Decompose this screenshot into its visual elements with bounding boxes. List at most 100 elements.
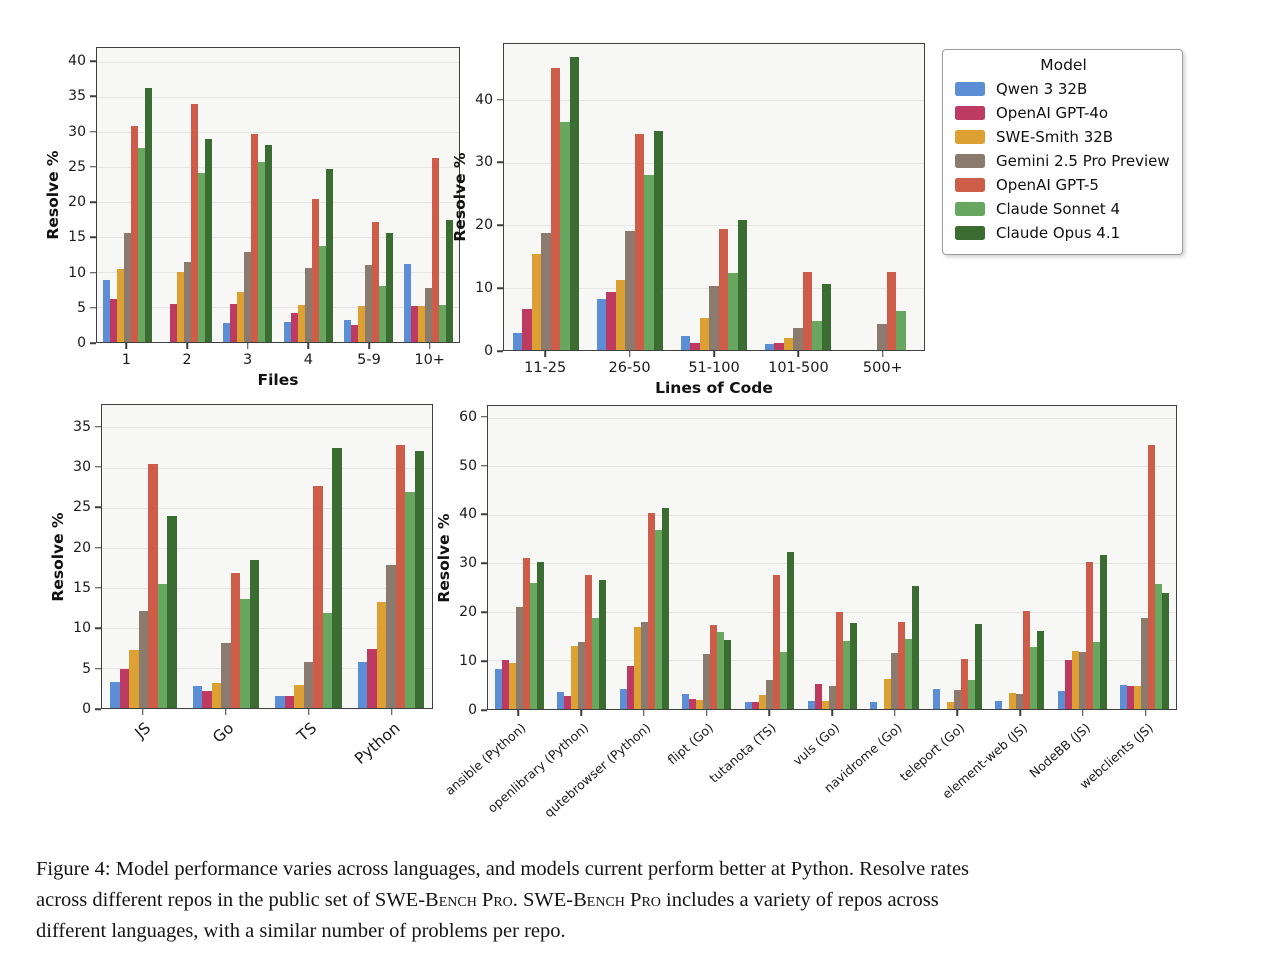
bar (332, 448, 342, 708)
bar (1155, 583, 1163, 709)
bar (578, 642, 586, 709)
legend-swatch (955, 202, 985, 216)
gridline (102, 427, 432, 429)
bar (290, 313, 298, 342)
bar (405, 492, 415, 708)
bar-group (218, 48, 278, 342)
bar (995, 701, 1003, 709)
bar (615, 280, 626, 350)
bar (137, 148, 145, 342)
bar (625, 231, 635, 350)
bar (439, 304, 447, 342)
y-tick-mark (497, 98, 503, 101)
bar (571, 645, 579, 709)
bar-group (350, 405, 433, 708)
bar (529, 582, 537, 709)
caption-segment: different languages, with a similar numb… (36, 920, 566, 942)
bar (244, 251, 252, 342)
caption-segment: . (512, 889, 524, 911)
x-tick-mark (882, 351, 884, 357)
y-tick-label: 50 (459, 457, 477, 474)
bar (905, 639, 913, 709)
bar (626, 666, 634, 709)
bar-group (399, 48, 459, 342)
bar (325, 169, 333, 342)
bar (411, 305, 419, 342)
gridline (488, 660, 1176, 662)
y-tick-label: 10 (475, 280, 493, 297)
y-tick-label: 30 (475, 154, 493, 171)
bar-group (738, 406, 801, 709)
bar (633, 627, 641, 709)
bar (680, 335, 691, 350)
bar (322, 613, 332, 708)
bar (157, 583, 167, 708)
x-tick-label-text: Python (350, 719, 404, 768)
bar-group (1113, 406, 1176, 709)
bar (786, 551, 794, 709)
y-tick-label: 30 (73, 458, 91, 475)
bar-group (756, 44, 840, 350)
bar (350, 325, 358, 342)
bar (541, 232, 551, 350)
y-tick-mark (481, 709, 487, 711)
bar (550, 67, 561, 350)
bar (744, 702, 752, 709)
gridline (102, 587, 432, 589)
bar (703, 654, 711, 709)
bar (183, 261, 191, 342)
bar (230, 303, 238, 342)
bar (967, 679, 975, 709)
bar (728, 272, 738, 350)
gridline (504, 162, 924, 164)
x-tick-label-text: flipt (Go) (664, 720, 717, 768)
bar (494, 669, 502, 709)
bar (294, 684, 304, 708)
bar (386, 564, 396, 708)
bar (661, 507, 669, 709)
bar (758, 694, 766, 709)
x-tick-mark (956, 710, 959, 716)
legend-label: OpenAI GPT-5 (996, 176, 1099, 194)
bar (1071, 650, 1079, 709)
y-tick-mark (90, 60, 96, 62)
bar (557, 692, 565, 709)
bar (371, 222, 379, 342)
caption-segment: SWE-Bench Pro (523, 889, 661, 911)
bar (297, 304, 305, 342)
bar-group (185, 405, 268, 708)
bar-groups (102, 405, 432, 708)
gridline (97, 166, 459, 168)
bar (898, 621, 906, 709)
y-tick-mark (95, 425, 101, 428)
y-tick-mark (481, 464, 487, 467)
bar (709, 286, 719, 350)
bar (425, 288, 433, 342)
bar-group (676, 406, 739, 709)
y-tick-label: 30 (459, 555, 477, 572)
bar-group (551, 406, 614, 709)
x-tick-mark (1144, 710, 1147, 716)
bar (592, 617, 600, 709)
bar (446, 219, 454, 342)
y-tick-label: 60 (459, 408, 477, 425)
y-tick-mark (90, 95, 96, 98)
y-tick-label: 5 (77, 299, 86, 316)
bar (110, 682, 120, 708)
y-tick-mark (90, 307, 96, 309)
x-tick-mark (368, 343, 370, 349)
gridline (97, 272, 459, 273)
bar-group (157, 48, 217, 342)
bar (821, 283, 832, 350)
repo-bar-chart: 0 10 20 30 40 50 60 ansible (Python) openlibrary… (435, 405, 1177, 820)
x-tick-label: 11-25 (524, 360, 567, 376)
bar (812, 320, 822, 350)
x-tick-mark (713, 351, 715, 357)
legend-label: Gemini 2.5 Pro Preview (996, 152, 1170, 170)
bar (774, 343, 784, 350)
x-tick-mark (1082, 710, 1084, 716)
bar (167, 515, 177, 708)
bar (814, 683, 822, 709)
y-tick-label: 10 (459, 653, 477, 670)
y-tick-mark (481, 415, 487, 418)
